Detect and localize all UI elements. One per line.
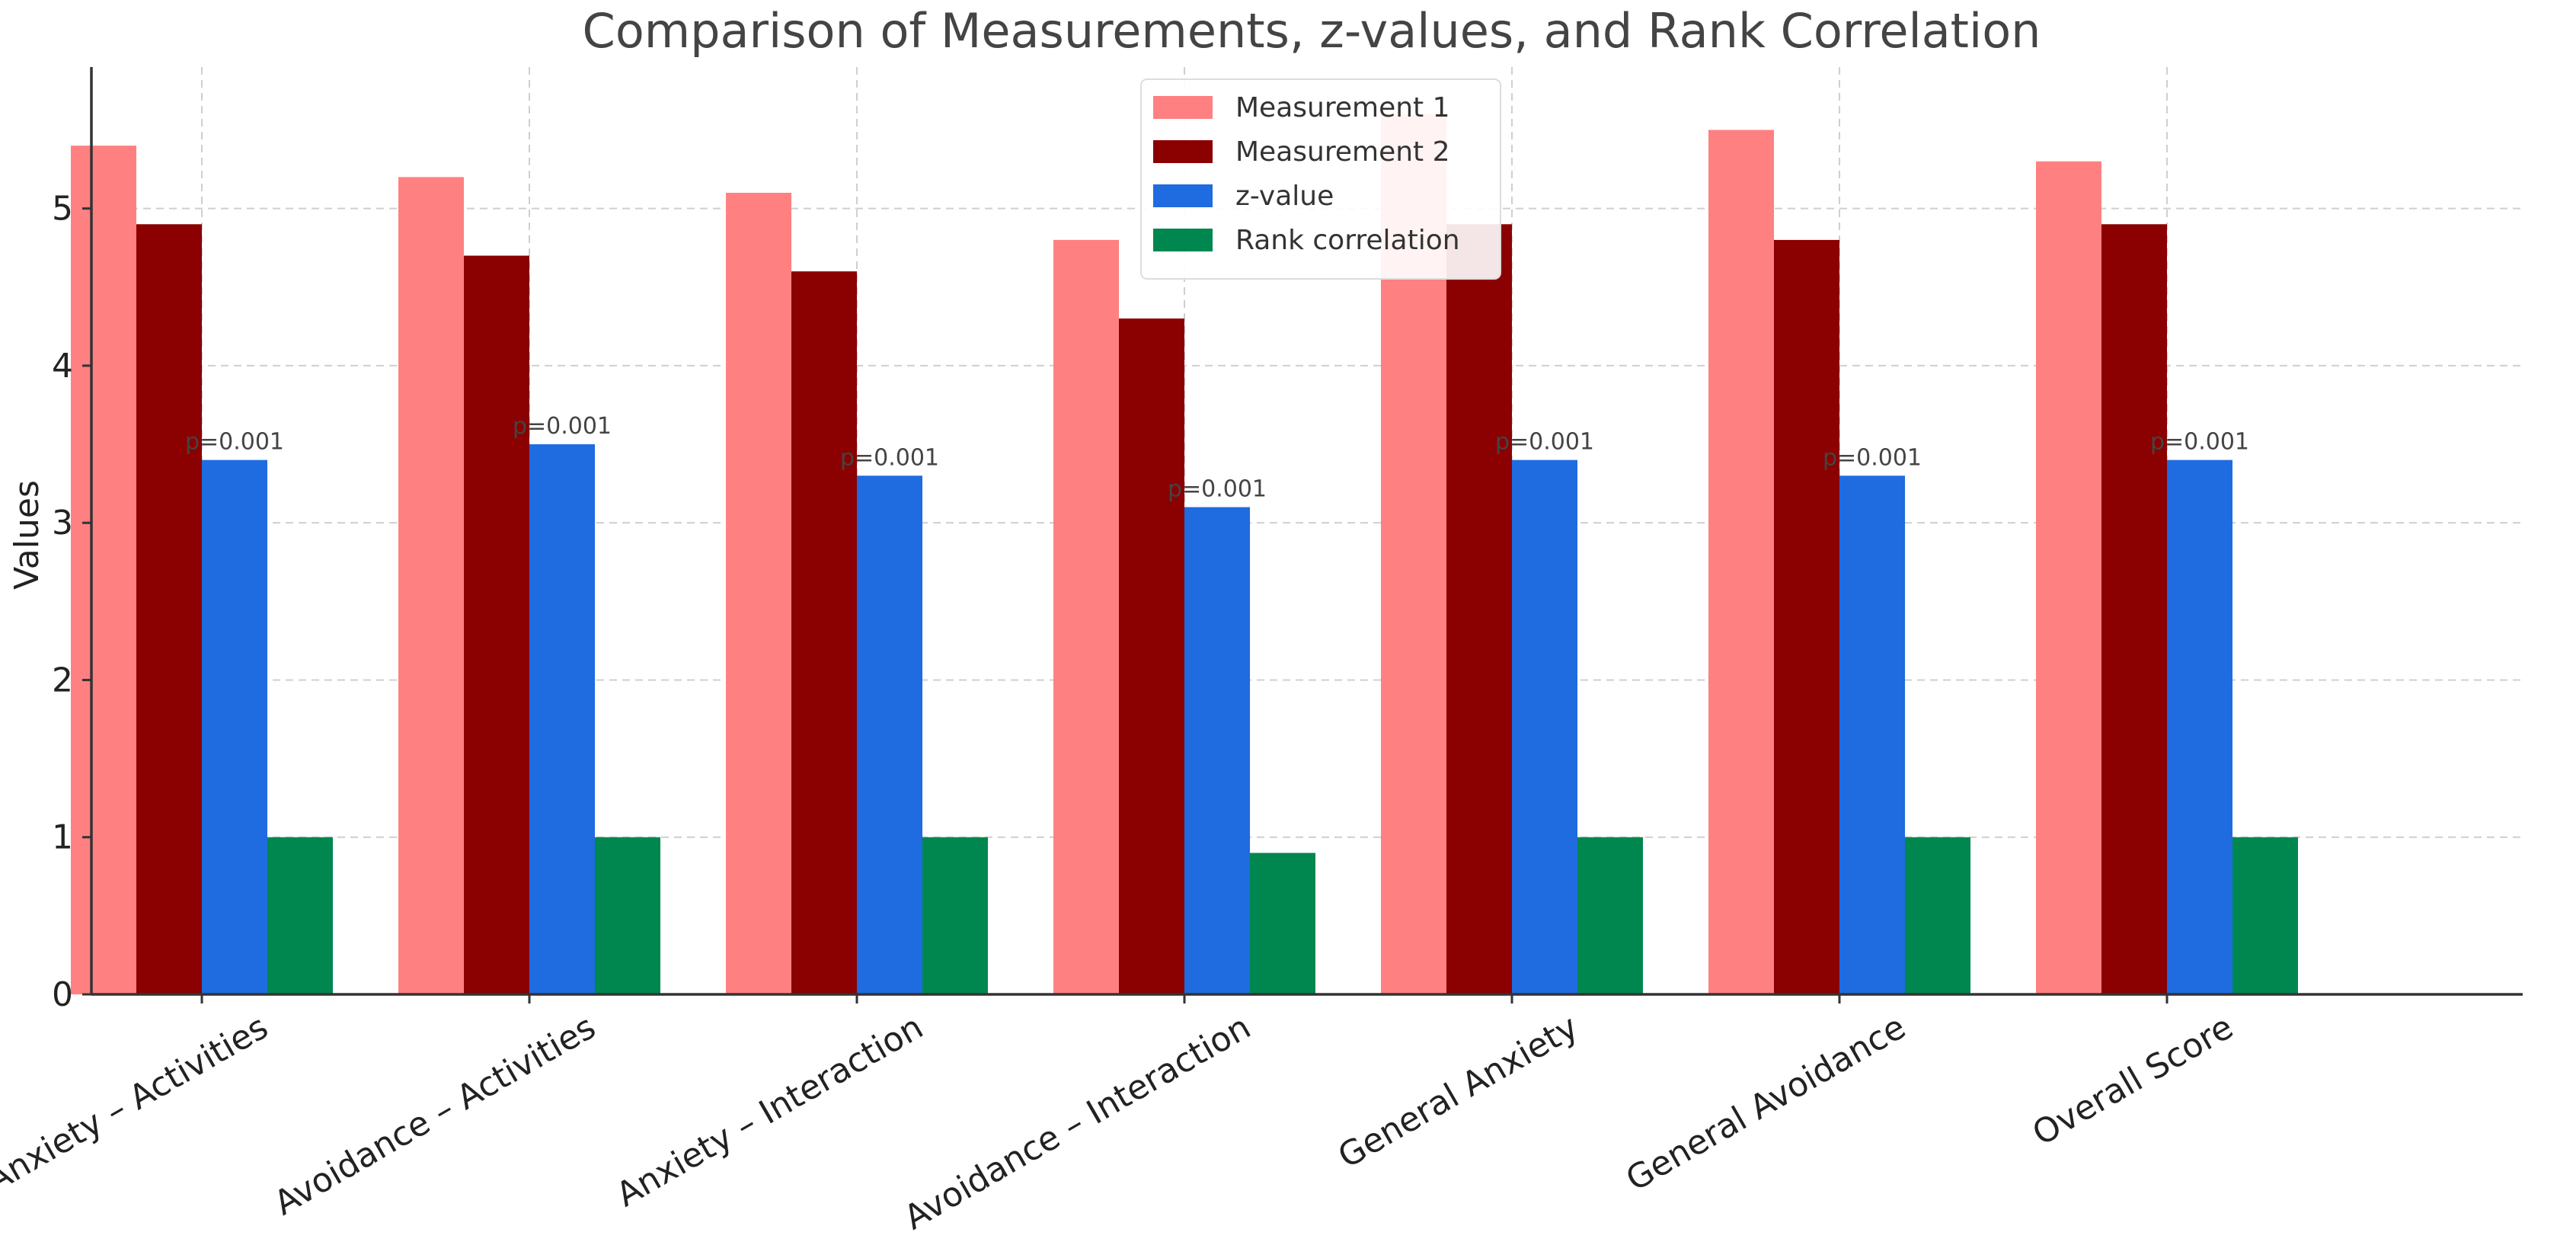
bar-rank-correlation xyxy=(267,837,333,994)
p-value-label: p=0.001 xyxy=(185,429,284,456)
legend-label: z-value xyxy=(1235,181,1334,212)
y-tick-label: 3 xyxy=(52,504,73,543)
x-tick-label: General Anxiety xyxy=(1331,1007,1584,1176)
bar-measurement-1 xyxy=(2036,161,2101,995)
p-value-label: p=0.001 xyxy=(513,413,612,440)
bar-measurement-1 xyxy=(398,177,464,994)
bar-measurement-1 xyxy=(71,146,136,994)
bar-z-value xyxy=(1839,475,1905,994)
bar-z-value xyxy=(1512,459,1577,994)
bar-measurement-2 xyxy=(791,271,857,994)
chart-title: Comparison of Measurements, z-values, an… xyxy=(583,3,2041,59)
p-value-label: p=0.001 xyxy=(1495,429,1594,456)
legend-label: Measurement 1 xyxy=(1235,92,1450,123)
x-tick-label: General Avoidance xyxy=(1619,1007,1912,1199)
y-tick-labels: 0 1 2 3 4 5 xyxy=(52,190,73,1014)
bars xyxy=(71,114,2298,995)
p-value-label: p=0.001 xyxy=(2150,429,2249,456)
legend: Measurement 1 Measurement 2 z-value Rank co… xyxy=(1140,78,1501,280)
bar-z-value xyxy=(202,459,267,994)
legend-frame xyxy=(1140,78,1501,280)
bar-measurement-2 xyxy=(1446,224,1512,994)
p-value-label: p=0.001 xyxy=(1168,476,1267,503)
x-tick-label: Avoidance – Interaction xyxy=(898,1007,1258,1237)
bar-measurement-1 xyxy=(1708,130,1774,995)
bar-rank-correlation xyxy=(1577,837,1643,994)
legend-swatch xyxy=(1153,184,1213,207)
bar-rank-correlation xyxy=(595,837,660,994)
legend-swatch xyxy=(1153,96,1213,119)
bar-z-value xyxy=(529,444,595,994)
bar-rank-correlation xyxy=(1905,837,1970,994)
bar-measurement-1 xyxy=(1053,239,1119,994)
bar-measurement-2 xyxy=(1774,239,1839,994)
legend-label: Measurement 2 xyxy=(1235,136,1450,168)
y-tick-label: 0 xyxy=(52,975,73,1014)
annotations: p=0.001 p=0.001 p=0.001 p=0.001 p=0.001 p=0.0… xyxy=(185,413,2249,503)
y-tick-label: 5 xyxy=(52,190,73,229)
bar-measurement-2 xyxy=(2101,224,2167,994)
legend-swatch xyxy=(1153,229,1213,251)
bar-z-value xyxy=(1184,507,1250,994)
bar-rank-correlation xyxy=(2232,837,2298,994)
x-tick-label: Anxiety – Activities xyxy=(0,1007,275,1200)
bar-z-value xyxy=(2167,459,2232,994)
y-tick-label: 4 xyxy=(52,347,73,386)
p-value-label: p=0.001 xyxy=(1823,444,1922,471)
x-tick-label: Overall Score xyxy=(2026,1007,2240,1153)
legend-label: Rank correlation xyxy=(1235,225,1460,256)
y-tick-label: 2 xyxy=(52,661,73,699)
axes xyxy=(82,67,2523,1004)
x-tick-label: Anxiety – Interaction xyxy=(610,1007,930,1215)
bar-measurement-2 xyxy=(136,224,202,994)
p-value-label: p=0.001 xyxy=(840,444,939,471)
bar-rank-correlation xyxy=(1250,853,1315,994)
bar-measurement-2 xyxy=(1119,319,1184,994)
y-axis-label: Values xyxy=(8,480,46,590)
x-tick-label: Avoidance – Activities xyxy=(268,1007,602,1223)
legend-swatch xyxy=(1153,140,1213,163)
bar-measurement-1 xyxy=(726,193,791,994)
bar-z-value xyxy=(857,475,922,994)
y-tick-label: 1 xyxy=(52,818,73,857)
bar-rank-correlation xyxy=(922,837,988,994)
bar-measurement-2 xyxy=(464,255,529,995)
